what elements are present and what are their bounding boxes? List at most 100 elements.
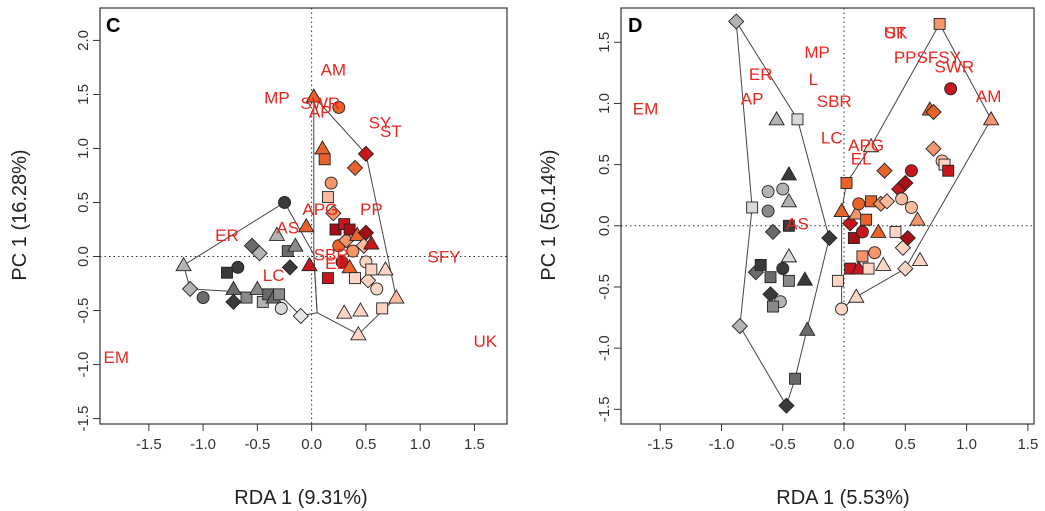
panel-d-y-tick-label: 1.0 [596,93,613,114]
panel-c-point [363,235,380,250]
panel-d-point [833,202,850,218]
panel-d-point [821,229,838,247]
panel-d-point [911,251,929,266]
panel-d-point [768,110,785,126]
panel-c-point [268,226,286,241]
panel-d: D RDA 1 (5.53%) PC 1 (50.14%) -1.5 -1.0 -0… [538,7,1038,509]
panel-d-variable-label: ST [885,23,907,42]
panel-d-point [909,211,926,226]
panel-c-variable-label: UK [473,332,497,351]
panel-d-point [904,164,918,178]
panel-d-variable-label: ER [749,65,773,84]
panel-d-point [848,205,865,220]
panel-c-point [231,260,245,274]
panel-d-point [767,300,779,313]
panel-c-point [349,272,362,285]
panel-d-y-tick-label: 0.5 [596,154,613,175]
panel-c-point [365,263,378,276]
panel-c-y-axis-label: PC 1 (16.28%) [9,149,31,280]
panel-d-point [842,215,859,232]
panel-c-point [240,291,253,304]
panel-d-variable-label: PPSFSY [894,48,961,67]
panel-c-point [332,100,346,114]
panel-d-point [856,250,869,263]
panel-c-variable-label: SWR [300,94,340,113]
panel-c-y-tick-label: 0.5 [75,192,92,213]
panel-d-point [761,185,775,198]
panel-d-variable-label: EM [633,99,659,118]
panel-d-point [860,213,873,226]
panel-d-point [889,225,902,238]
panel-c-point [274,301,288,315]
panel-d-point [791,113,804,126]
panel-d-point [876,162,893,179]
panel-c-point [376,302,389,315]
panel-d-point [847,232,860,244]
panel-d-point [831,274,844,287]
panel-c-point [359,272,377,289]
panel-c-point [346,244,360,258]
panel-d-point [796,271,814,286]
panel-c-point [335,304,353,319]
panel-d-point [780,247,798,263]
panel-d-point [731,317,749,335]
panel-d-point [904,200,918,214]
panel-d-variable-label: L [809,70,818,89]
panel-d-y-tick-label: 1.5 [596,32,613,53]
panel-c-variable-label: ER [215,226,239,245]
panel-c-point [346,159,364,177]
panel-d-point [789,372,801,385]
panel-d-point [874,256,892,271]
panel-d-point [764,223,782,241]
panel-c-point [249,280,266,295]
panel-c-x-tick-label: 1.0 [410,436,431,453]
panel-d-point [728,13,745,30]
panel-d-variable-label: LC [821,129,843,148]
panel-c-variable-label: MP [264,89,290,108]
panel-d-point [870,223,887,238]
panel-c-variable-label: LC [263,266,285,285]
panel-c-variable-label: SFY [428,248,461,267]
panel-c-label: C [106,15,120,37]
panel-c-point [287,237,304,252]
panel-d-variable-label: SWR [935,58,975,77]
panel-d-point [848,288,865,303]
panel-c-point [297,217,315,233]
panel-c-point [292,307,309,325]
panel-d-variable-label: EL [851,149,872,168]
panel-c-x-tick-label: -1.0 [190,436,216,453]
panel-c-point [352,302,369,317]
panel-c-point [324,176,338,190]
panel-c-y-tick-label: 1.0 [75,138,92,159]
panel-d-point [840,177,853,189]
panel-d-x-tick-label: 0.5 [895,436,916,453]
panel-d-y-tick-label: -1.0 [596,335,613,361]
panel-d-variable-label: AS [786,214,809,233]
panel-d-point [754,258,767,271]
panel-d-point [782,274,795,287]
panel-c-point [181,280,199,298]
panel-c-frame [99,7,508,425]
panel-c-point [251,245,268,262]
panel-d-variable-label: SBR [817,92,852,111]
panel-c-variable-label: SBR [314,245,349,264]
panel-d-x-axis-label: RDA 1 (5.53%) [776,487,909,509]
panel-c-point [305,88,323,103]
panel-c-variable-label: AP [309,103,332,122]
panel-c-variable-label: ST [380,122,402,141]
panel-c-point [325,205,342,222]
panel-c-point [350,325,367,341]
panel-d-variable-label: MP [804,43,830,62]
panel-c-x-tick-label: 0.5 [355,436,376,453]
panel-c-x-tick-label: -0.5 [244,436,270,453]
panel-c-point [314,140,331,155]
panel-d-variable-label: APG [848,136,884,155]
panel-c-y-tick-label: 1.5 [75,84,92,105]
panel-d-point [925,103,942,121]
panel-d-y-tick-label: -0.5 [596,274,613,300]
panel-c-y-tick-label: -1.5 [75,406,92,432]
panel-d-point [782,219,795,232]
panel-c-point [357,145,375,163]
panel-d-point [852,197,866,211]
panel-d-point [778,397,795,414]
